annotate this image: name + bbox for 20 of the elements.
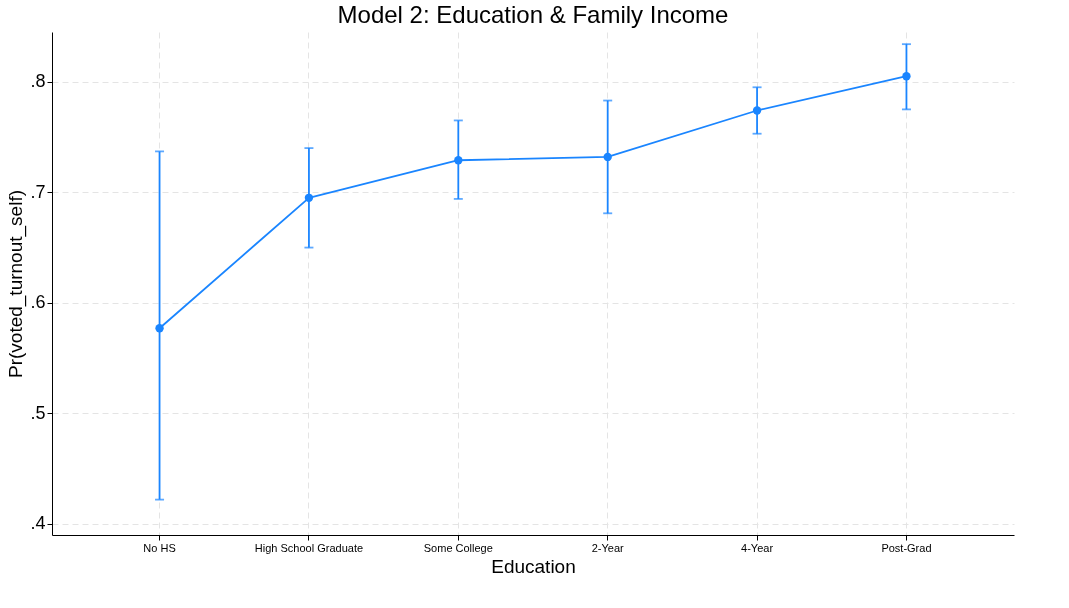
y-tick-label: .4: [30, 513, 46, 534]
point: [752, 106, 762, 115]
point: [603, 152, 612, 162]
y-axis-title: Pr(voted_turnout_self): [5, 190, 28, 378]
y-tick-label: .8: [30, 71, 46, 92]
chart-title: Model 2: Education & Family Income: [337, 1, 729, 28]
point: [454, 156, 463, 165]
x-tick-label: High School Graduate: [254, 541, 364, 554]
x-tick-label: Some College: [423, 541, 493, 554]
x-tick-label: 2-Year: [591, 541, 625, 554]
point: [304, 193, 314, 202]
y-tick-label: .5: [30, 402, 46, 423]
x-tick-label: 4-Year: [741, 541, 774, 554]
y-tick-label: .7: [30, 181, 46, 202]
x-axis-title: Education: [491, 555, 576, 577]
x-tick-label: No HS: [143, 541, 176, 554]
y-tick-label: .6: [30, 292, 46, 313]
point: [902, 72, 911, 81]
x-tick-label: Post-Grad: [881, 541, 932, 554]
point: [155, 324, 164, 333]
